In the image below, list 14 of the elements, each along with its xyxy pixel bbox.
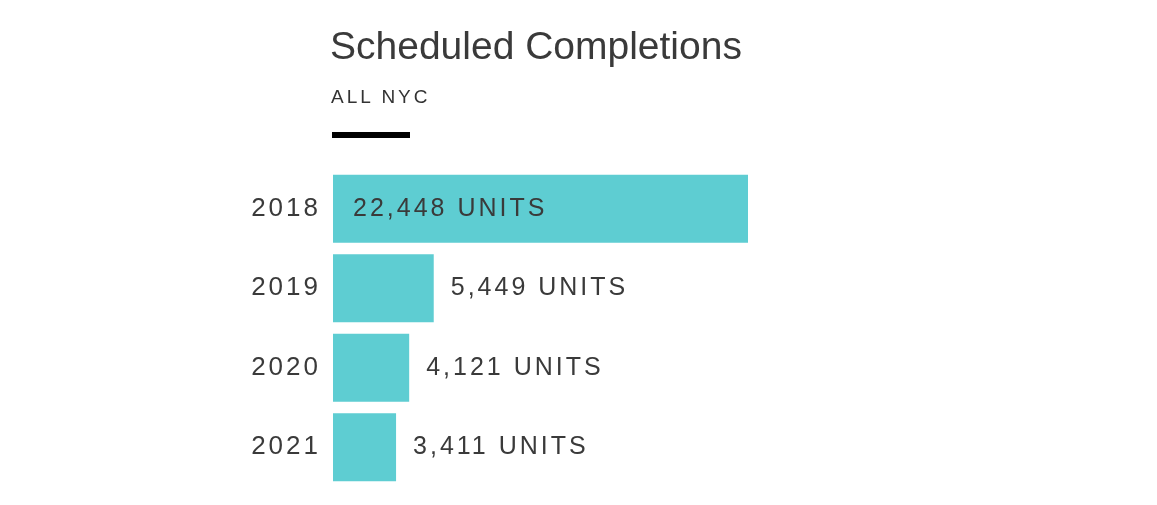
data-label: 5,449 UNITS (450, 272, 629, 301)
bar (333, 333, 410, 402)
chart-subtitle: ALL NYC (331, 86, 431, 108)
y-tick-label: 2019 (251, 271, 321, 302)
y-tick-label: 2018 (251, 191, 321, 222)
data-label: 22,448 UNITS (353, 192, 548, 221)
bar (333, 413, 397, 482)
chart-title: Scheduled Completions (330, 24, 742, 68)
y-tick-label: 2020 (251, 350, 321, 381)
bar (333, 254, 434, 323)
bar (333, 174, 748, 243)
y-tick-label: 2021 (251, 430, 321, 461)
data-label: 3,411 UNITS (413, 431, 589, 460)
data-label: 4,121 UNITS (426, 351, 604, 380)
